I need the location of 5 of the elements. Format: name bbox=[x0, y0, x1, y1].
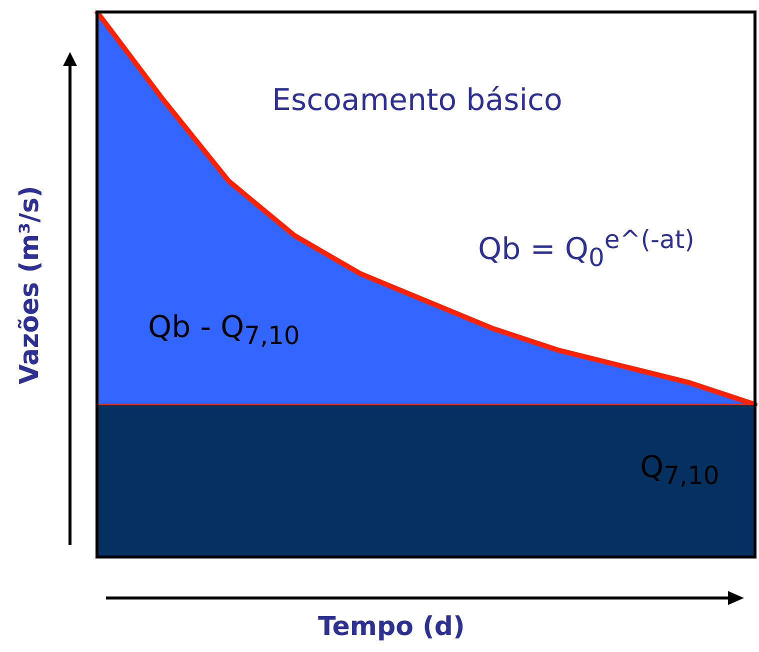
x-axis-title: Tempo (d) bbox=[318, 612, 465, 642]
y-axis-title: Vazões (m³/s) bbox=[15, 185, 45, 385]
annotation: Q$_{7,10}$ bbox=[640, 450, 720, 490]
annotation: Qb - Q$_{7,10}$ bbox=[148, 310, 300, 350]
annotation: Escoamento básico bbox=[272, 83, 562, 118]
